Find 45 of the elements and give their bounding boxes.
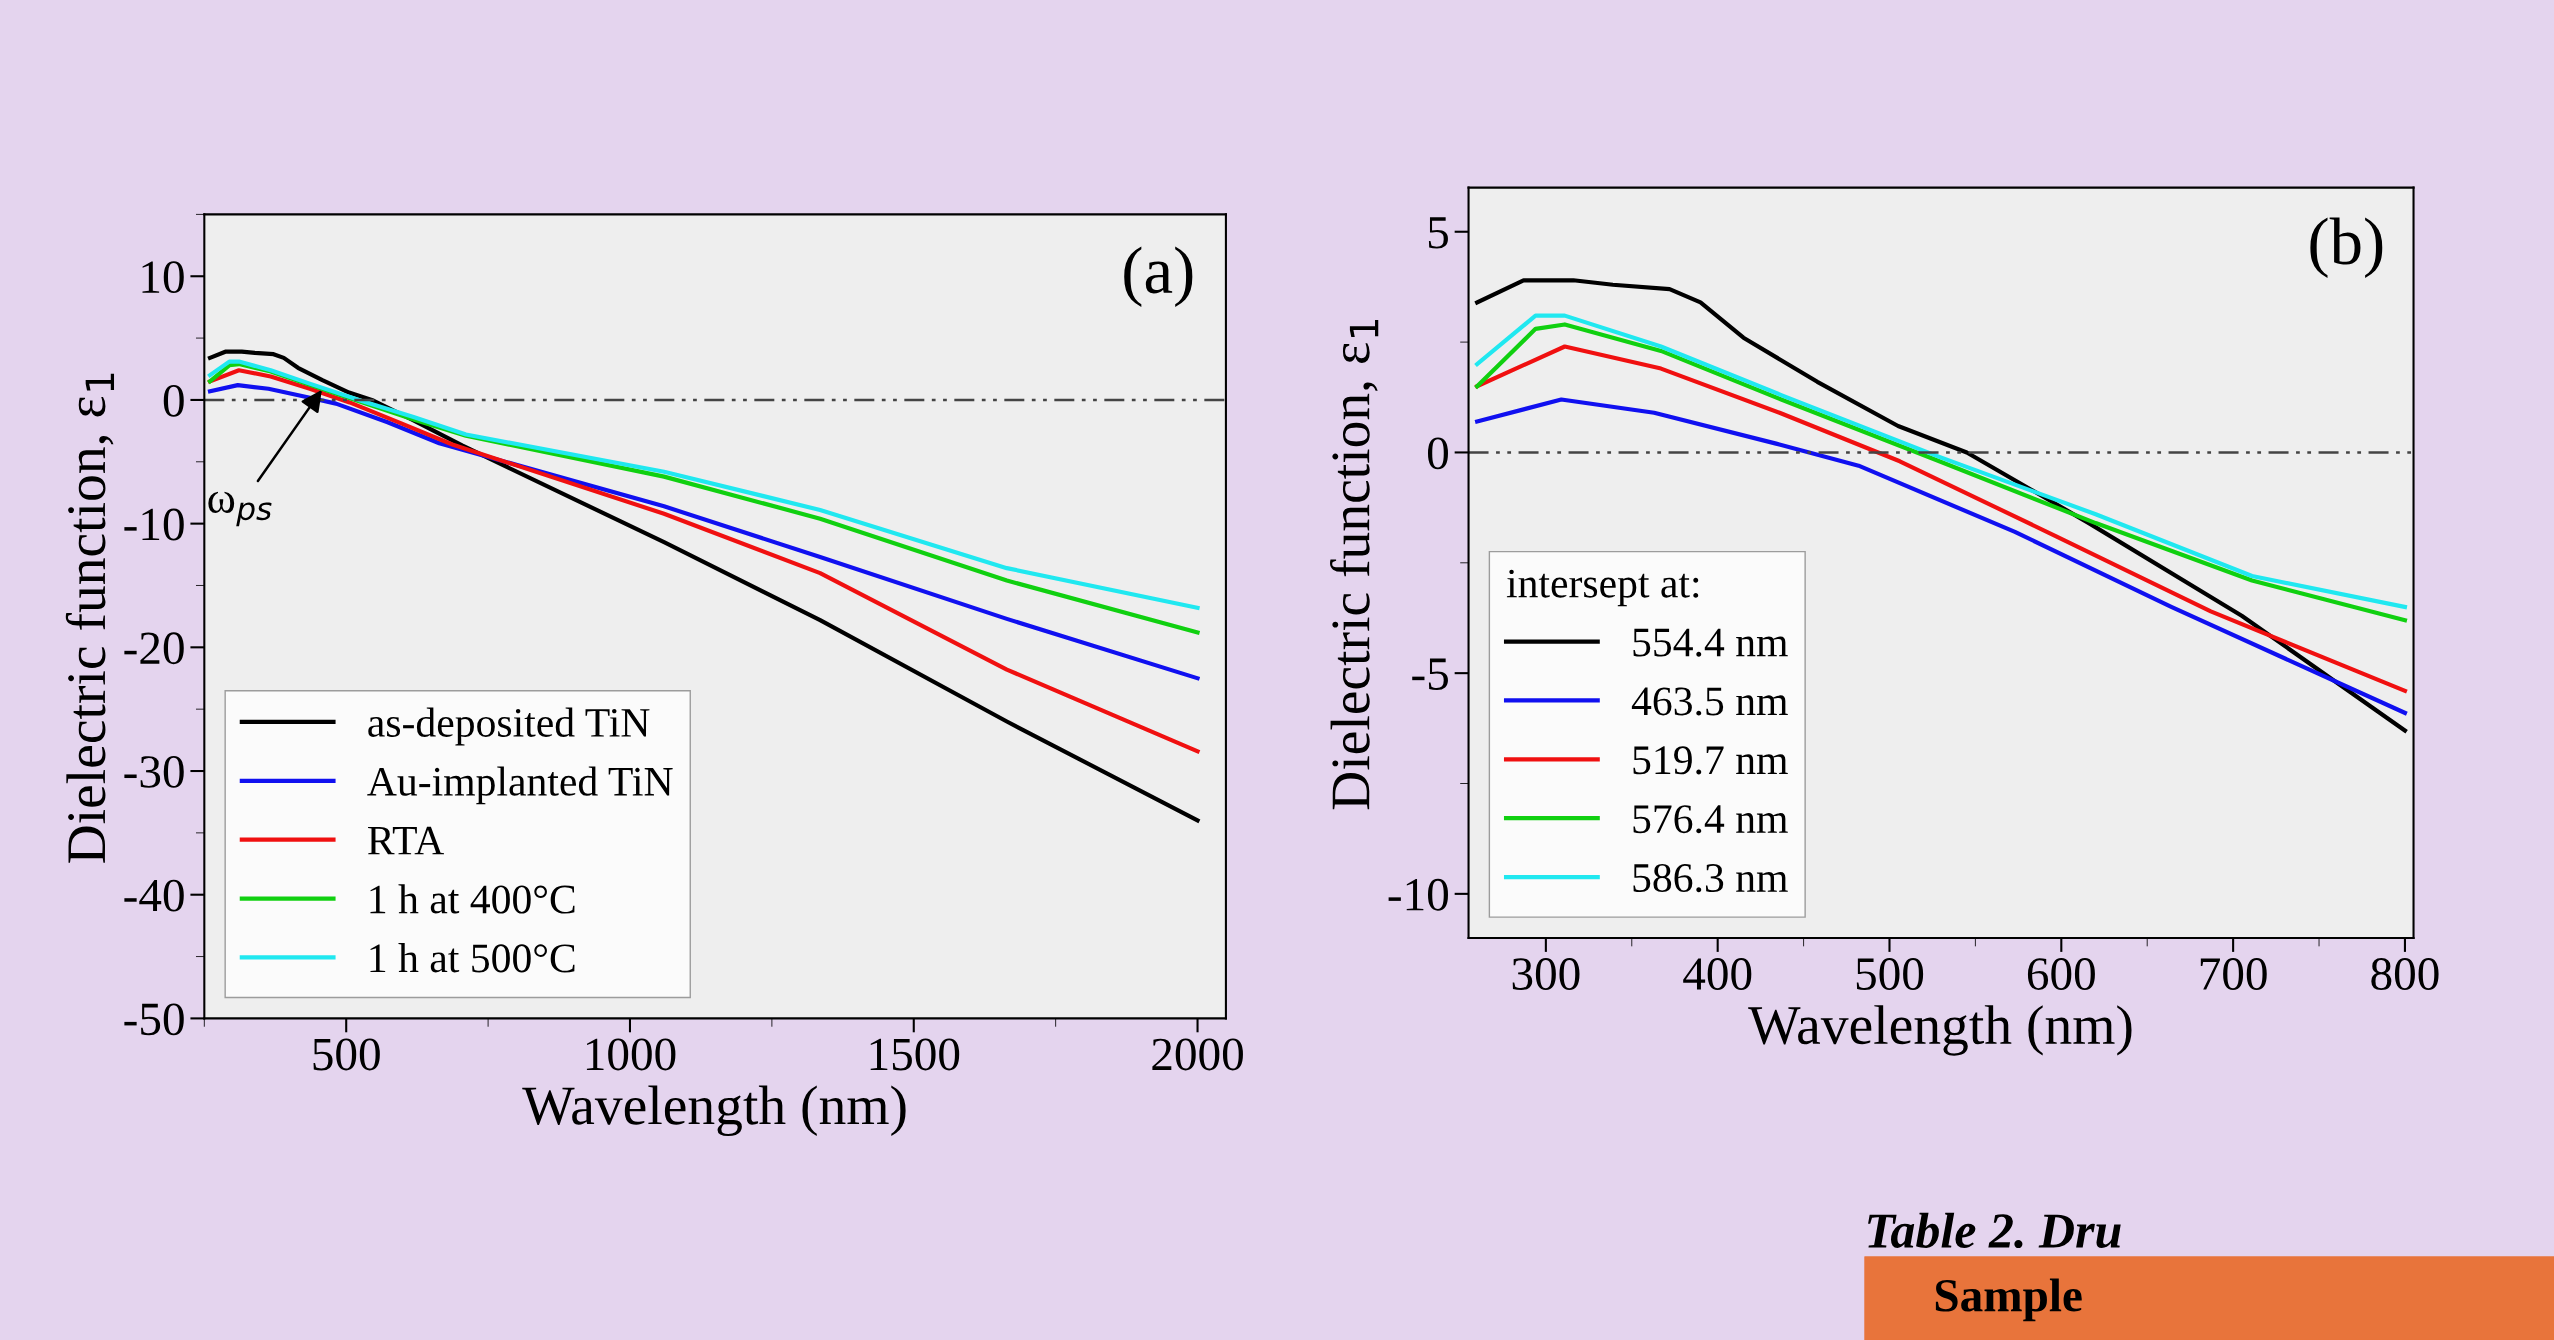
legend-label: 554.4 nm bbox=[1633, 628, 1788, 657]
annotation: (b) bbox=[2310, 217, 2383, 279]
y-tick-label: -10 bbox=[1388, 878, 1448, 911]
y-tick-label: -5 bbox=[1412, 658, 1448, 690]
x-tick-label: 500 bbox=[1856, 958, 1924, 990]
line-series bbox=[1475, 397, 2408, 715]
y-tick-label: 10 bbox=[142, 261, 184, 294]
x-tick-label: 400 bbox=[1683, 958, 1752, 990]
y-tick-label: -30 bbox=[124, 756, 184, 788]
y-axis-title: Dielectric function, ε$_{1}$ bbox=[1330, 320, 1379, 810]
text: Table 2. Dru bbox=[1868, 1212, 2121, 1249]
x-tick-label: 300 bbox=[1512, 958, 1580, 990]
text: Sample bbox=[1935, 1278, 2082, 1322]
line-series bbox=[1475, 278, 2408, 733]
legend-label: 576.4 nm bbox=[1633, 805, 1788, 834]
y-tick-label: -20 bbox=[124, 632, 184, 665]
legend-label: RTA bbox=[368, 826, 445, 855]
y-tick-label: 0 bbox=[1427, 437, 1448, 470]
legend-label: 463.5 nm bbox=[1631, 687, 1788, 716]
x-axis-title: Wavelength (nm) bbox=[1748, 1005, 2132, 1056]
legend-label: as-deposited TiN bbox=[368, 707, 650, 746]
y-tick-label: 0 bbox=[163, 384, 184, 417]
line-series bbox=[207, 368, 1200, 754]
x-tick-label: 700 bbox=[2200, 958, 2267, 990]
y-tick-label: -40 bbox=[124, 879, 184, 912]
legend-title: intersept at: bbox=[1506, 569, 1699, 607]
x-axis-title: Wavelength (nm) bbox=[522, 1085, 906, 1137]
x-tick-label: 2000 bbox=[1152, 1038, 1243, 1071]
legend-label: 586.3 nm bbox=[1633, 863, 1788, 893]
y-axis-title: Dielectric function, ε$_{1}$ bbox=[65, 373, 115, 863]
legend-label: 519.7 nm bbox=[1633, 746, 1788, 775]
line-series bbox=[207, 349, 1200, 823]
x-tick-label: 1000 bbox=[586, 1038, 676, 1071]
legend-label: 1 h at 500°C bbox=[370, 943, 575, 973]
x-tick-label: 800 bbox=[2371, 958, 2439, 990]
y-tick-label: -50 bbox=[124, 1003, 184, 1036]
annotation: (a) bbox=[1124, 246, 1193, 308]
legend-label: Au-implanted TiN bbox=[367, 766, 673, 805]
annotation: ω$_{ps}$ bbox=[208, 491, 272, 527]
y-tick-label: 5 bbox=[1428, 217, 1448, 249]
x-tick-label: 1500 bbox=[870, 1038, 960, 1071]
x-tick-label: 500 bbox=[313, 1038, 380, 1071]
y-tick-label: -10 bbox=[124, 508, 184, 541]
x-tick-label: 600 bbox=[2027, 958, 2095, 990]
legend-label: 1 h at 400°C bbox=[370, 884, 575, 914]
